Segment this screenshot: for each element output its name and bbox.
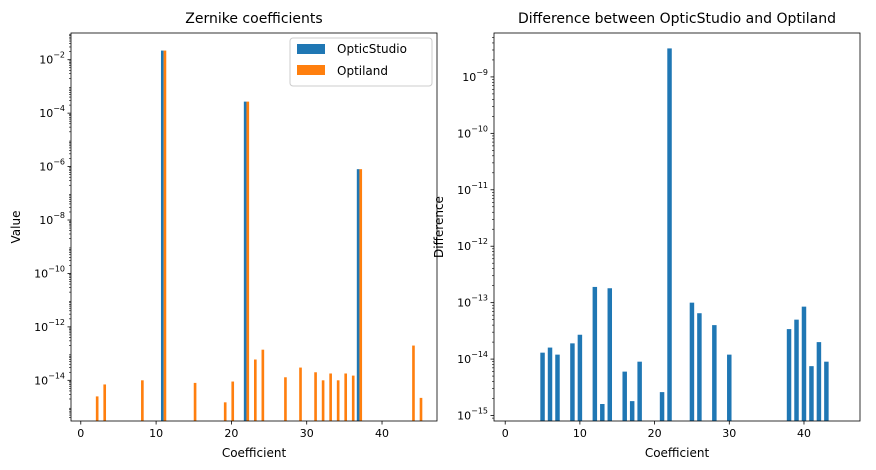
legend-label-optiland: Optiland [337, 64, 388, 78]
left-bar-optiland-22 [246, 101, 250, 422]
left-bar-opticstudio-11 [160, 50, 164, 421]
left-x-axis-ticks: 0 10 20 30 40 [77, 421, 389, 440]
left-x-axis-label: Coefficient [222, 446, 287, 460]
left-bar-optiland-27 [284, 377, 287, 421]
difference-panel: Difference between OpticStudio and Optil… [432, 11, 861, 460]
right-bar-43 [824, 361, 829, 421]
right-bar-10 [577, 334, 583, 421]
right-y-tick-label: 10−10 [457, 124, 488, 140]
right-bar-25 [689, 302, 695, 421]
left-bar-optiland-34 [336, 380, 340, 421]
left-bar-optiland-33 [329, 373, 332, 421]
left-bar-optiland-19 [223, 402, 227, 421]
left-x-tick-label: 10 [149, 427, 163, 440]
left-x-tick-label: 30 [300, 427, 314, 440]
right-bar-9 [570, 343, 575, 421]
left-bar-optiland-24 [261, 349, 265, 421]
right-bar-42 [816, 342, 822, 421]
left-bar-optiland-45 [419, 397, 423, 421]
right-bar-21 [659, 392, 665, 421]
right-y-axis-ticks: 10−15 10−14 10−13 10−12 10−11 10−10 10−9 [457, 37, 494, 423]
right-bar-22 [667, 48, 672, 421]
right-y-tick-label: 10−9 [462, 68, 488, 84]
left-bar-optiland-29 [299, 367, 302, 421]
right-x-tick-label: 40 [797, 427, 811, 440]
right-y-tick-label: 10−11 [457, 181, 488, 197]
legend-label-opticstudio: OpticStudio [337, 42, 407, 56]
right-y-axis-label: Difference [432, 196, 446, 258]
left-bar-optiland-11 [163, 50, 167, 421]
left-bar-optiland-15 [193, 382, 197, 421]
left-x-tick-label: 20 [224, 427, 238, 440]
legend: OpticStudio Optiland [289, 37, 433, 87]
left-bar-optiland-3 [103, 384, 107, 421]
left-y-axis-ticks: 10−14 10−12 10−10 10−8 10−6 10−4 10−2 [34, 33, 71, 418]
left-y-tick-label: 10−6 [39, 158, 65, 174]
left-bar-optiland-36 [351, 375, 355, 421]
right-bar-14 [607, 288, 613, 421]
right-bar-13 [600, 404, 605, 421]
right-bar-6 [547, 347, 553, 421]
legend-swatch-optiland [297, 65, 325, 75]
left-y-tick-label: 10−8 [39, 211, 65, 227]
left-y-axis-label: Value [9, 211, 23, 244]
right-x-axis-label: Coefficient [645, 446, 710, 460]
left-bar-optiland-44 [412, 345, 415, 421]
right-bar-38 [786, 329, 792, 421]
left-bar-optiland-31 [314, 372, 317, 421]
left-bar-optiland-2 [95, 396, 99, 421]
right-bar-12 [592, 286, 598, 421]
left-bar-optiland-32 [321, 380, 325, 421]
left-bar-optiland-8 [141, 380, 144, 421]
right-bar-40 [801, 306, 807, 421]
left-bar-optiland-37 [359, 169, 363, 421]
right-bars [540, 48, 829, 421]
left-bars [95, 50, 423, 422]
right-x-tick-label: 30 [722, 427, 736, 440]
left-y-tick-label: 10−2 [39, 51, 65, 67]
left-axes-frame [70, 32, 438, 422]
left-bar-optiland-35 [344, 373, 348, 421]
right-bar-30 [727, 354, 732, 421]
right-x-axis-ticks: 0 10 20 30 40 [502, 421, 811, 440]
left-chart-title: Zernike coefficients [185, 11, 322, 27]
right-bar-18 [637, 361, 642, 421]
left-y-tick-label: 10−10 [34, 264, 65, 280]
right-bar-5 [540, 352, 545, 421]
right-bar-41 [809, 366, 814, 421]
right-bar-17 [629, 401, 635, 421]
left-bar-optiland-20 [231, 381, 235, 421]
left-bar-opticstudio-22 [243, 101, 247, 422]
right-bar-16 [622, 371, 627, 421]
legend-swatch-opticstudio [297, 44, 325, 54]
right-bar-28 [712, 325, 717, 421]
left-bar-opticstudio-37 [356, 169, 360, 421]
right-x-tick-label: 20 [648, 427, 662, 440]
left-x-tick-label: 0 [77, 427, 84, 440]
right-x-tick-label: 0 [502, 427, 509, 440]
left-y-tick-label: 10−14 [34, 371, 65, 387]
right-y-tick-label: 10−13 [457, 294, 488, 310]
zernike-coefficients-panel: Zernike coefficients 10−14 10−12 10−10 10−8… [9, 11, 438, 460]
right-y-tick-label: 10−15 [457, 407, 488, 423]
right-bar-26 [697, 313, 702, 421]
legend-box [289, 37, 433, 87]
right-bar-39 [794, 319, 799, 421]
left-y-tick-label: 10−12 [34, 318, 65, 334]
left-bar-optiland-23 [254, 359, 257, 421]
right-y-tick-label: 10−14 [457, 350, 488, 366]
left-x-tick-label: 40 [375, 427, 389, 440]
right-x-tick-label: 10 [573, 427, 587, 440]
right-bar-7 [555, 354, 560, 421]
left-y-tick-label: 10−4 [39, 104, 65, 120]
right-y-tick-label: 10−12 [457, 237, 488, 253]
right-axes-frame [493, 32, 861, 422]
right-chart-title: Difference between OpticStudio and Optil… [518, 11, 836, 27]
